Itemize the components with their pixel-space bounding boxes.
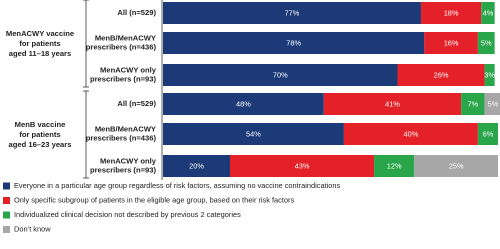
label-line: MenB/MenACWY xyxy=(95,125,156,134)
bar-segment xyxy=(484,64,495,86)
value-label: 16% xyxy=(444,38,459,47)
value-label: 6% xyxy=(483,129,494,138)
label-line: prescribers (n=436) xyxy=(86,134,157,143)
category-label: MenACWY only prescribers (n=93) xyxy=(90,66,157,84)
value-label: 70% xyxy=(273,70,288,79)
label-line: prescribers (n=436) xyxy=(86,43,157,52)
value-label: 78% xyxy=(286,38,301,47)
value-label: 7% xyxy=(468,99,479,108)
value-label: 43% xyxy=(295,161,310,170)
value-label: 41% xyxy=(385,99,400,108)
bar-segment xyxy=(323,93,462,115)
label-line: MenACWY vaccine xyxy=(6,29,74,38)
legend-swatch xyxy=(3,226,10,233)
value-label: 26% xyxy=(434,70,449,79)
value-label: 12% xyxy=(387,161,402,170)
group-label: MenACWY vaccine for patients aged 11–18 ye… xyxy=(6,29,74,58)
label-line: for patients xyxy=(19,39,60,48)
bar-segment xyxy=(343,123,478,145)
label-line: for patients xyxy=(19,130,60,139)
value-label: 5% xyxy=(488,99,499,108)
bar-segment xyxy=(163,2,421,24)
bar-segment xyxy=(163,93,324,115)
bar-segment xyxy=(420,2,482,24)
bar-segment xyxy=(424,32,478,54)
legend-swatch xyxy=(3,211,10,219)
label-line: MenACWY only xyxy=(100,157,157,166)
label-line: All (n=529) xyxy=(117,99,156,108)
value-label: 25% xyxy=(449,161,464,170)
label-line: MenB vaccine xyxy=(15,120,66,129)
bar-segment xyxy=(414,155,498,177)
bar-segment xyxy=(477,123,498,145)
bar-segment xyxy=(481,2,495,24)
bar-segment xyxy=(477,32,495,54)
bar-segment xyxy=(163,123,344,145)
value-label: 54% xyxy=(246,129,261,138)
label-line: All (n=529) xyxy=(117,8,156,17)
bar-segment xyxy=(484,93,500,115)
value-label: 5% xyxy=(481,38,492,47)
bar-segment xyxy=(230,155,375,177)
group-label: MenB vaccine for patients aged 16–23 years xyxy=(9,120,72,149)
legend-label: Individualized clinical decision not des… xyxy=(14,210,241,219)
legend-label: Only specific subgroup of patients in th… xyxy=(14,195,294,204)
bar-segment xyxy=(374,155,415,177)
bar-segment xyxy=(163,64,398,86)
bar-segment xyxy=(461,93,485,115)
value-label: 3% xyxy=(484,70,495,79)
category-label: All (n=529) xyxy=(117,99,156,108)
bar-segment xyxy=(397,64,485,86)
label-line: MenB/MenACWY xyxy=(95,34,156,43)
bar-segment xyxy=(163,155,230,177)
value-label: 20% xyxy=(189,161,204,170)
category-label: MenB/MenACWY prescribers (n=436) xyxy=(86,34,157,52)
category-label: MenACWY only prescribers (n=93) xyxy=(90,157,157,175)
value-label: 4% xyxy=(483,8,494,17)
label-line: prescribers (n=93) xyxy=(90,166,157,175)
label-line: aged 11–18 years xyxy=(9,49,72,58)
category-label: All (n=529) xyxy=(117,8,156,17)
legend-swatch xyxy=(3,197,10,204)
bar-segment xyxy=(163,32,425,54)
value-label: 77% xyxy=(285,8,300,17)
legend-label: Don’t know xyxy=(14,224,51,233)
category-label: MenB/MenACWY prescribers (n=436) xyxy=(86,125,157,143)
label-line: aged 16–23 years xyxy=(9,140,72,149)
legend-label: Everyone in a particular age group regar… xyxy=(14,181,340,190)
legend-swatch xyxy=(3,182,10,190)
value-label: 40% xyxy=(404,129,419,138)
label-line: MenACWY only xyxy=(100,66,157,75)
value-label: 18% xyxy=(444,8,459,17)
label-line: prescribers (n=93) xyxy=(90,75,157,84)
value-label: 48% xyxy=(236,99,251,108)
